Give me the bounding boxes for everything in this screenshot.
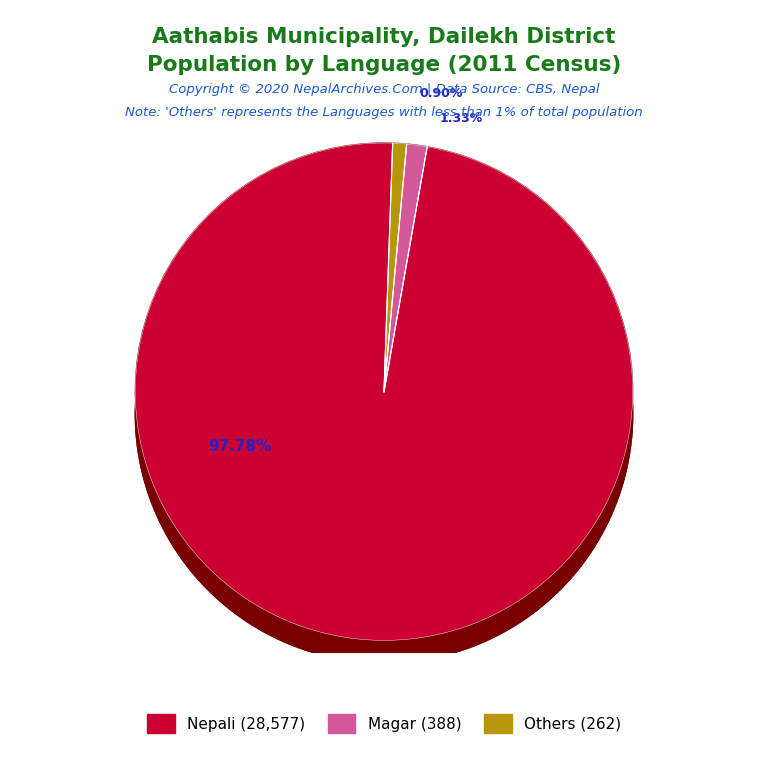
Polygon shape [407, 144, 427, 169]
Polygon shape [384, 144, 427, 392]
Polygon shape [135, 143, 633, 641]
Polygon shape [392, 143, 407, 167]
Polygon shape [135, 165, 633, 663]
Polygon shape [384, 143, 407, 392]
Text: Population by Language (2011 Census): Population by Language (2011 Census) [147, 55, 621, 75]
Polygon shape [135, 143, 633, 663]
Text: 0.90%: 0.90% [419, 88, 463, 101]
Text: Aathabis Municipality, Dailekh District: Aathabis Municipality, Dailekh District [152, 27, 616, 47]
Legend: Nepali (28,577), Magar (388), Others (262): Nepali (28,577), Magar (388), Others (26… [141, 708, 627, 739]
Text: 1.33%: 1.33% [439, 111, 482, 124]
Text: Copyright © 2020 NepalArchives.Com | Data Source: CBS, Nepal: Copyright © 2020 NepalArchives.Com | Dat… [169, 83, 599, 96]
Text: Note: 'Others' represents the Languages with less than 1% of total population: Note: 'Others' represents the Languages … [125, 106, 643, 119]
Text: 97.78%: 97.78% [208, 439, 271, 454]
